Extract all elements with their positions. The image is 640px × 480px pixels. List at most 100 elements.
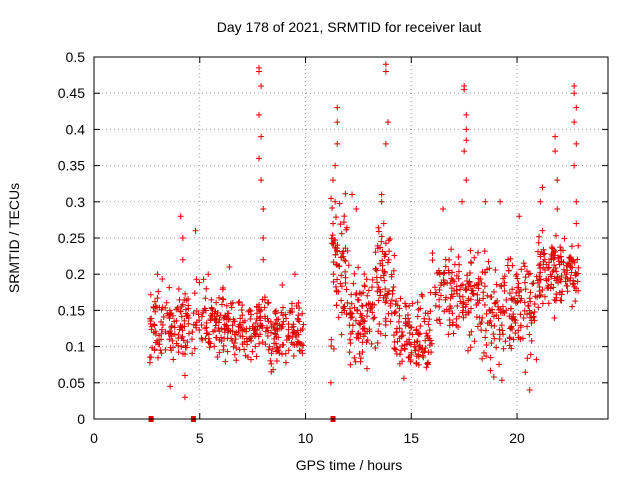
data-point (493, 281, 500, 288)
data-point (520, 260, 527, 267)
data-point (341, 257, 348, 264)
data-point (474, 291, 481, 298)
data-point (376, 321, 383, 328)
data-point (213, 334, 220, 341)
data-point (371, 301, 378, 308)
data-point (330, 220, 337, 227)
data-point (162, 328, 169, 335)
data-point (151, 322, 158, 329)
data-point (333, 214, 340, 221)
data-point (363, 276, 370, 283)
data-point (391, 252, 398, 259)
data-point (381, 268, 388, 275)
data-point (201, 305, 208, 312)
data-point (332, 162, 339, 169)
data-point (237, 315, 244, 322)
data-point (182, 306, 189, 313)
data-point (521, 279, 528, 286)
data-point (570, 277, 577, 284)
data-point (174, 304, 181, 311)
data-point (225, 310, 232, 317)
data-point (257, 313, 264, 320)
data-point (523, 268, 530, 275)
data-point (175, 342, 182, 349)
data-point (274, 347, 281, 354)
data-point (382, 140, 389, 147)
data-point (573, 271, 580, 278)
data-point (424, 360, 431, 367)
data-point (212, 315, 219, 322)
data-point (299, 325, 306, 332)
data-point (219, 295, 226, 302)
data-point (459, 293, 466, 300)
data-point (490, 331, 497, 338)
data-point (385, 119, 392, 126)
data-point (196, 326, 203, 333)
data-point (459, 300, 466, 307)
data-point (455, 268, 462, 275)
data-point (345, 262, 352, 269)
data-point (299, 350, 306, 357)
data-point (158, 350, 165, 357)
data-point (264, 333, 271, 340)
x-tick-label: 20 (509, 430, 525, 446)
data-point (501, 287, 508, 294)
data-point (365, 287, 372, 294)
data-point (474, 249, 481, 256)
data-point (337, 221, 344, 228)
data-point (190, 321, 197, 328)
data-point (351, 354, 358, 361)
data-point (486, 306, 493, 313)
data-point (516, 292, 523, 299)
data-point (290, 329, 297, 336)
y-tick-label: 0 (77, 411, 85, 427)
data-point (479, 268, 486, 275)
data-point (336, 263, 343, 270)
data-point (483, 341, 490, 348)
data-point (489, 309, 496, 316)
data-point (539, 227, 546, 234)
data-point (360, 333, 367, 340)
data-point (208, 296, 215, 303)
data-point (222, 312, 229, 319)
data-point (159, 321, 166, 328)
data-point (406, 353, 413, 360)
data-point (375, 297, 382, 304)
data-point (540, 264, 547, 271)
data-point (393, 350, 400, 357)
data-point (196, 279, 203, 286)
data-point (491, 335, 498, 342)
data-point (357, 331, 364, 338)
data-point (501, 279, 508, 286)
data-point (412, 343, 419, 350)
data-point (467, 247, 474, 254)
data-point (178, 335, 185, 342)
data-point (384, 291, 391, 298)
data-point (267, 357, 274, 364)
data-point (477, 276, 484, 283)
data-point (508, 323, 515, 330)
data-point (551, 252, 558, 259)
y-axis-label: SRMTID / TECUs (6, 183, 22, 293)
data-point (202, 335, 209, 342)
data-point (359, 312, 366, 319)
data-point (147, 291, 154, 298)
data-point (147, 320, 154, 327)
data-point (342, 268, 349, 275)
data-point (536, 283, 543, 290)
data-point (536, 273, 543, 280)
data-point (377, 274, 384, 281)
data-point (275, 334, 282, 341)
data-point (288, 339, 295, 346)
data-point (510, 295, 517, 302)
data-point (332, 283, 339, 290)
data-point (329, 232, 336, 239)
data-point (366, 326, 373, 333)
data-point (159, 276, 166, 283)
data-point (564, 276, 571, 283)
data-point (481, 248, 488, 255)
data-point (353, 206, 360, 213)
data-point (545, 300, 552, 307)
data-point (236, 298, 243, 305)
data-point (183, 297, 190, 304)
